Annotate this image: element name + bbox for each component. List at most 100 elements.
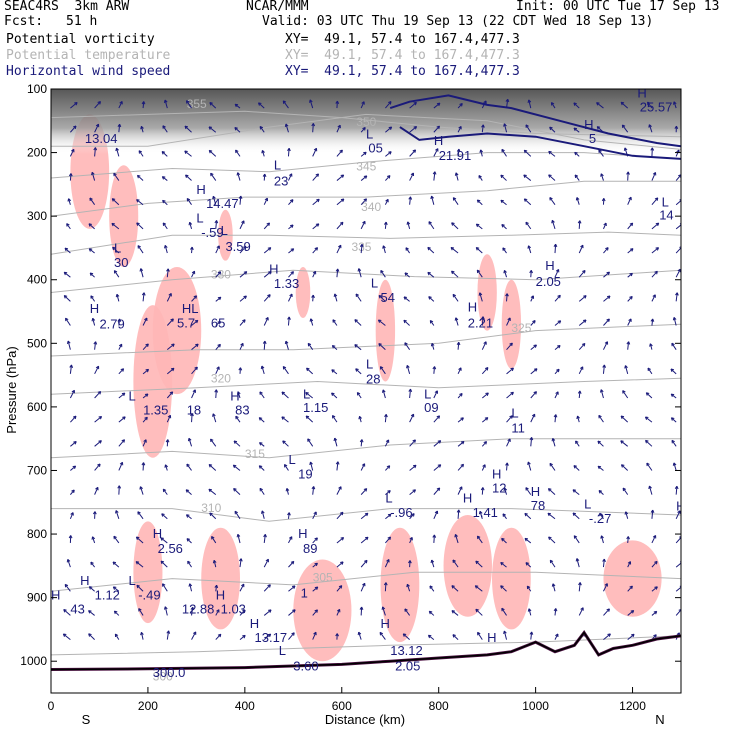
wind-vector-head (596, 102, 600, 106)
wind-vector-head (234, 127, 238, 131)
wind-vector (164, 245, 168, 254)
wind-vector (331, 392, 338, 399)
wind-vector-head (648, 485, 652, 490)
wind-vector-head (599, 389, 604, 393)
wind-vector-head (93, 147, 98, 151)
wind-vector (94, 391, 102, 399)
extremum-label: 52 (681, 513, 695, 528)
wind-vector-head (139, 486, 143, 490)
wind-vector (576, 558, 580, 568)
wind-vector (406, 365, 411, 374)
wind-vector-head (670, 417, 675, 421)
wind-vector-head (243, 271, 248, 275)
wind-vector-head (604, 583, 608, 587)
wind-vector-head (503, 487, 508, 492)
wind-vector-head (357, 631, 362, 636)
wind-vector (384, 414, 387, 423)
wind-vector (261, 150, 265, 157)
wind-vector (288, 536, 293, 544)
wind-vector-head (429, 585, 433, 589)
wind-vector (118, 462, 123, 471)
wind-vector (506, 462, 508, 471)
wind-vector (360, 463, 366, 471)
wind-vector (651, 318, 654, 326)
wind-vector (281, 391, 289, 399)
extremum-label: L (129, 573, 136, 588)
wind-vector (288, 609, 296, 616)
wind-vector-head (88, 223, 93, 227)
theta-contour-line (51, 113, 681, 150)
wind-vector (312, 295, 314, 302)
wind-vector (208, 149, 217, 157)
wind-vector (503, 630, 508, 640)
wind-vector (90, 561, 96, 568)
wind-vector (309, 461, 314, 471)
wind-vector-head (452, 293, 457, 298)
wind-vector-head (355, 368, 359, 372)
wind-vector-head (620, 101, 625, 106)
wind-vector-head (282, 440, 286, 444)
wind-vector-head (387, 513, 392, 518)
wind-vector-head (64, 583, 69, 588)
y-axis-label: Pressure (hPa) (4, 346, 19, 433)
wind-vector (549, 559, 556, 568)
wind-vector (406, 584, 411, 592)
wind-vector-head (604, 341, 609, 345)
wind-vector (360, 221, 366, 230)
wind-vector-head (381, 606, 386, 610)
wind-vector (481, 487, 484, 495)
wind-vector-head (509, 342, 513, 347)
wind-vector-head (186, 100, 190, 104)
wind-vector-head (601, 198, 606, 202)
wind-vector-head (430, 195, 434, 200)
wind-vector-head (238, 195, 243, 199)
theta-contour-label: 305 (313, 571, 333, 585)
wind-vector (452, 559, 459, 568)
wind-vector-head (628, 318, 632, 322)
extremum-label: 3.60 (293, 659, 318, 674)
wind-vector-head (288, 173, 293, 177)
wind-vector (385, 465, 391, 471)
wind-vector (282, 366, 289, 375)
wind-vector-head (217, 343, 221, 348)
field-wind-xy: XY= 49.1, 57.4 to 167.4,477.3 (285, 64, 520, 79)
wind-vector (620, 101, 629, 109)
wind-vector-head (190, 246, 194, 250)
extremum-label: 2.56 (158, 541, 183, 556)
wind-vector-head (136, 174, 141, 179)
wind-vector (404, 342, 411, 350)
wind-vector-head (285, 488, 290, 492)
wind-vector-head (216, 366, 220, 370)
wind-vector-head (259, 125, 264, 130)
wind-vector (380, 270, 386, 278)
wind-vector (212, 196, 217, 205)
wind-vector-head (140, 125, 144, 130)
wind-vector-head (95, 486, 99, 491)
wind-vector (506, 438, 511, 447)
wind-vector (215, 609, 220, 616)
wind-vector-head (331, 344, 336, 349)
wind-vector (360, 536, 369, 544)
wind-vector-head (212, 413, 216, 417)
wind-vector-head (340, 174, 345, 178)
wind-vector (166, 630, 170, 640)
wind-vector-head (262, 340, 267, 345)
wind-vector-head (652, 535, 657, 539)
wind-vector (334, 293, 338, 302)
wind-vector-head (69, 364, 74, 368)
wind-vector-head (210, 438, 214, 443)
wind-vector (627, 222, 634, 230)
wind-vector-head (505, 462, 509, 466)
wind-vector-head (603, 222, 607, 227)
wind-vector (433, 102, 441, 109)
wind-vector-head (335, 461, 340, 465)
wind-vector-head (71, 389, 75, 394)
wind-vector-head (241, 583, 245, 588)
wind-speed-contour (389, 94, 681, 148)
wind-vector (263, 584, 271, 592)
wind-vector-head (600, 535, 604, 539)
wind-vector (88, 610, 95, 616)
wind-vector-head (217, 296, 222, 301)
wind-vector (162, 176, 168, 181)
